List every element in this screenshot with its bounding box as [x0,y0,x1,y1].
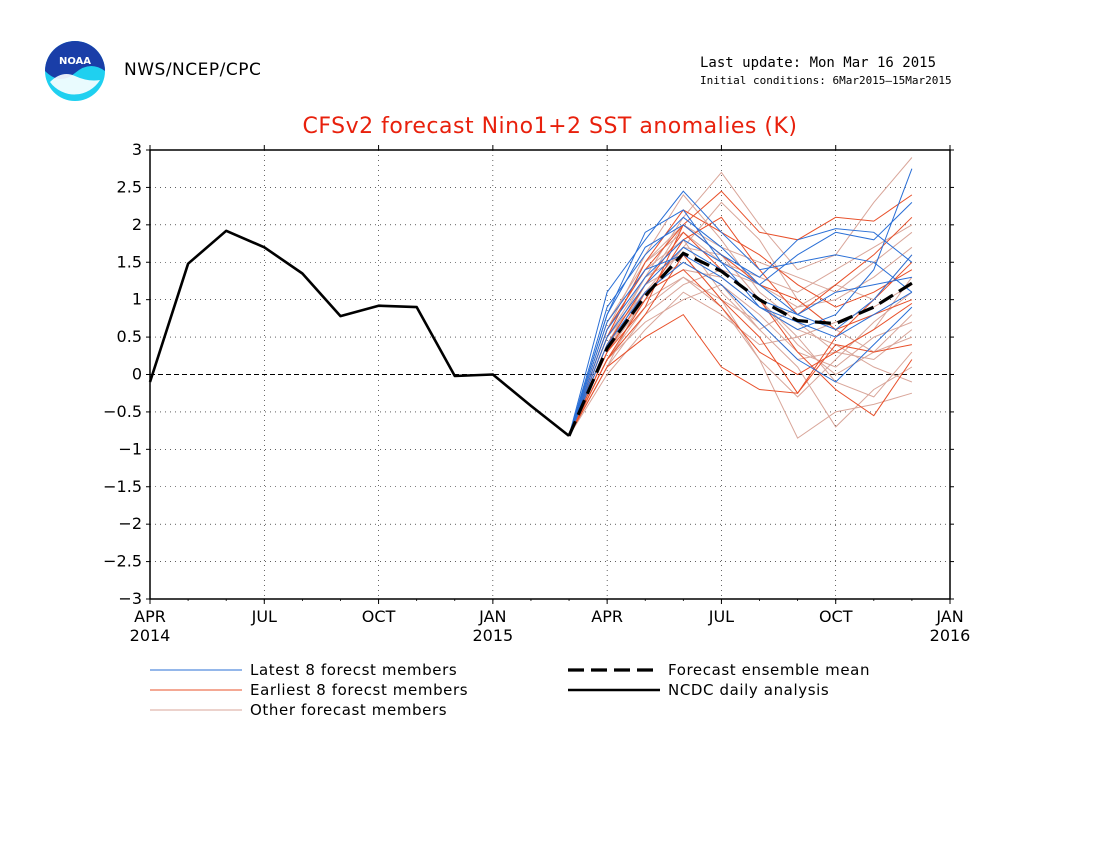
latest-member-line [568,224,913,437]
y-tick-label: 2 [132,215,142,234]
series [148,157,913,439]
y-tick-label: 2.5 [117,177,142,196]
legend-label-other: Other forecast members [250,701,447,719]
x-tick-label: OCT [819,607,853,626]
x-tick-label: JUL [251,607,277,626]
chart-title: CFSv2 forecast Nino1+2 SST anomalies (K) [302,114,798,139]
earliest-member-line [568,209,913,437]
y-tick-label: 1.5 [117,252,142,271]
y-tick-label: −2 [118,514,142,533]
x-tick-label: JAN [478,607,506,626]
legend-label-latest: Latest 8 forecst members [250,661,457,679]
x-tick-year-label: 2014 [130,626,171,645]
axes: 32.521.510.50−0.5−1−1.5−2−2.5−3APR2014JU… [103,140,970,645]
ensemble-mean-line [567,251,913,437]
x-tick-year-label: 2015 [472,626,513,645]
latest-member-line [568,202,913,437]
legend-label-mean: Forecast ensemble mean [668,661,870,679]
y-tick-label: −1.5 [103,477,142,496]
noaa-logo-text: NOAA [59,56,91,67]
x-tick-label: APR [134,607,166,626]
y-tick-label: −1 [118,439,142,458]
noaa-logo: NOAA [45,41,105,101]
other-member-line [568,284,913,437]
y-tick-label: 0 [132,365,142,384]
legend-label-earliest: Earliest 8 forecst members [250,681,468,699]
y-tick-label: 3 [132,140,142,159]
x-tick-label: APR [591,607,623,626]
last-update: Last update: Mon Mar 16 2015 [700,55,937,71]
legend-label-analysis: NCDC daily analysis [668,681,829,699]
x-tick-label: JUL [708,607,734,626]
earliest-member-line [568,313,912,437]
x-tick-year-label: 2016 [930,626,971,645]
org-label: NWS/NCEP/CPC [124,60,262,80]
legend: Latest 8 forecst members Earliest 8 forec… [150,661,870,719]
y-tick-label: −2.5 [103,552,142,571]
y-tick-label: −0.5 [103,402,142,421]
other-member-line [568,157,913,437]
y-tick-label: 1 [132,290,142,309]
latest-member-line [568,190,913,437]
latest-member-line [568,261,913,437]
x-tick-label: JAN [935,607,963,626]
initial-conditions: Initial conditions: 6Mar2015–15Mar2015 [700,74,952,87]
x-tick-label: OCT [362,607,396,626]
analysis-line [148,229,570,437]
y-tick-label: 0.5 [117,327,142,346]
grid [150,150,950,599]
earliest-member-line [568,253,913,437]
latest-member-line [568,168,913,437]
y-tick-label: −3 [118,589,142,608]
other-member-line [568,254,913,437]
